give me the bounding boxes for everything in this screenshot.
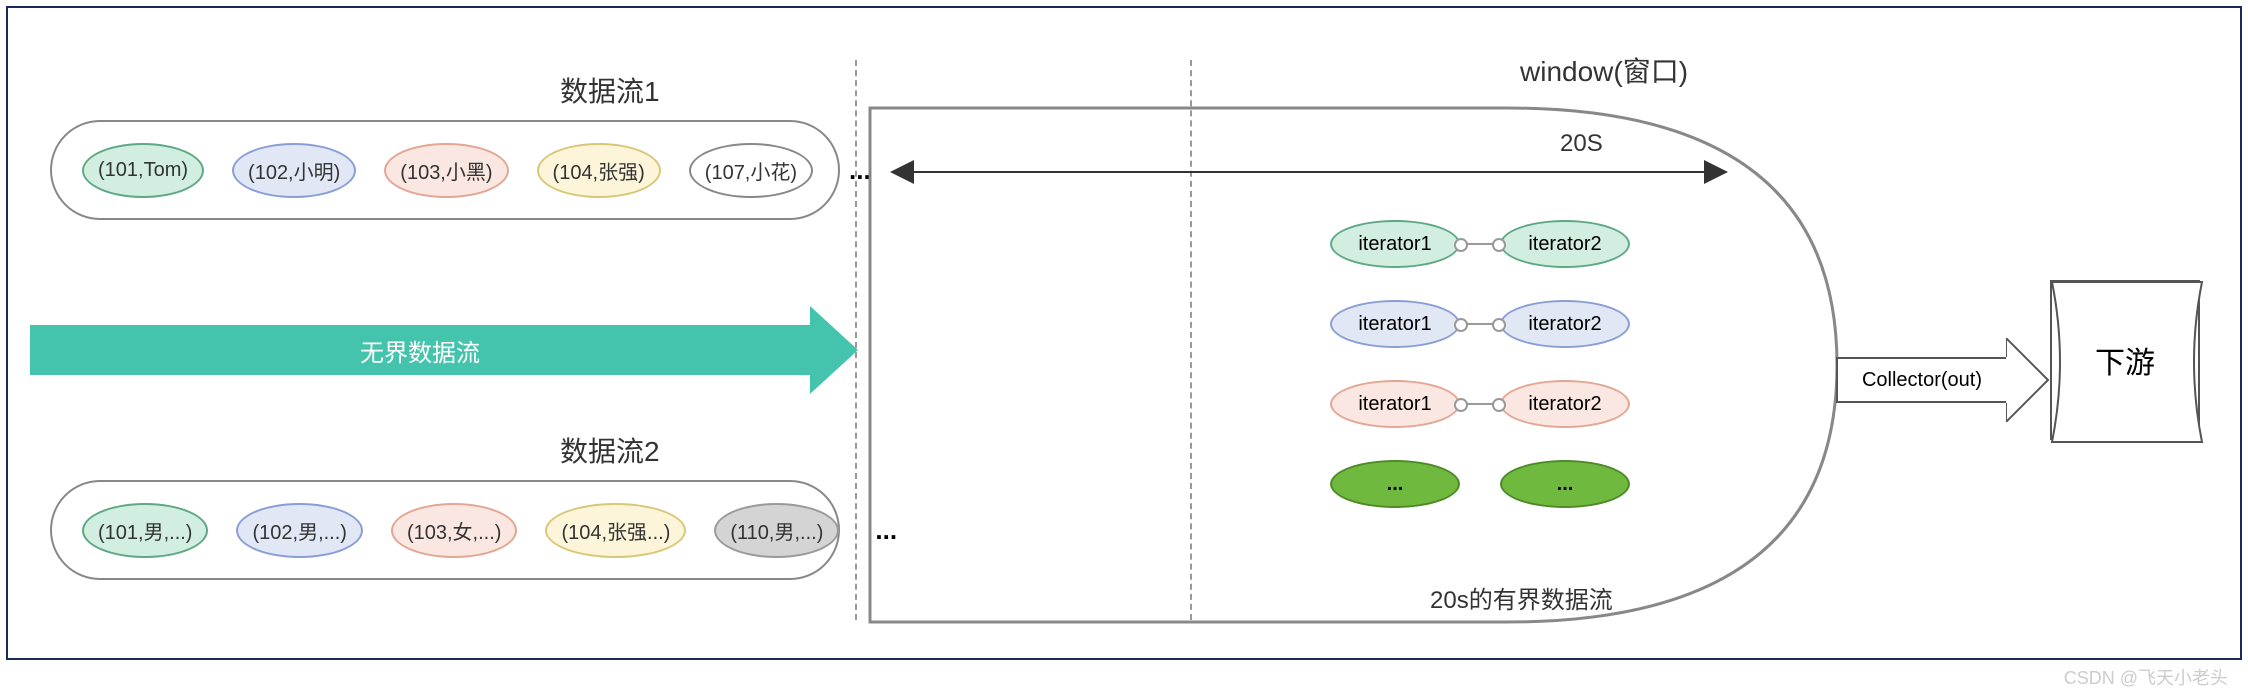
watermark: CSDN @飞天小老头 [2064, 664, 2228, 690]
iterator-row: iterator1 iterator2 [1330, 380, 1630, 428]
stream2-item: (110,男,...) [714, 503, 839, 558]
unbounded-arrow-body: 无界数据流 [30, 325, 810, 375]
unbounded-arrow-head [810, 306, 858, 394]
iterator-left: iterator1 [1330, 380, 1460, 428]
iterator-left: iterator1 [1330, 220, 1460, 268]
iterator-more-right: ... [1500, 460, 1630, 508]
collector-label: Collector(out) [1862, 369, 1982, 392]
stream1-item: (101,Tom) [82, 143, 204, 198]
stream2-title: 数据流2 [560, 430, 660, 470]
stream1-item: (102,小明) [232, 143, 356, 198]
collector-arrow-head-icon [2006, 338, 2050, 422]
arrow-head-right-icon [1704, 160, 1728, 184]
stream2-item: (102,男,...) [236, 503, 362, 558]
duration-arrow-shaft [914, 171, 1704, 173]
stream2-item: (104,张强...) [545, 503, 686, 558]
stream2-box: (101,男,...) (102,男,...) (103,女,...) (104,张强… [50, 480, 840, 580]
iterator-row: iterator1 iterator2 [1330, 300, 1630, 348]
stream2-item: (101,男,...) [82, 503, 208, 558]
iterator-link-icon [1460, 403, 1500, 405]
stream1-item: (104,张强) [537, 143, 661, 198]
stream1-item: (103,小黑) [384, 143, 508, 198]
duration-label: 20S [1560, 130, 1603, 158]
unbounded-arrow: 无界数据流 [30, 306, 858, 394]
collector-arrow-body: Collector(out) [1836, 357, 2006, 403]
duration-arrow [890, 160, 1728, 184]
stream1-title: 数据流1 [560, 70, 660, 110]
iterator-right: iterator2 [1500, 380, 1630, 428]
downstream-box: 下游 [2050, 280, 2200, 440]
iterator-row-more: ...... [1330, 460, 1630, 508]
bounded-label: 20s的有界数据流 [1430, 580, 1613, 615]
stream1-box: (101,Tom) (102,小明) (103,小黑) (104,张强) (107,小花… [50, 120, 840, 220]
iterator-right: iterator2 [1500, 300, 1630, 348]
iterator-link-icon [1460, 323, 1500, 325]
iterator-right: iterator2 [1500, 220, 1630, 268]
arrow-head-left-icon [890, 160, 914, 184]
iterator-link-icon [1460, 243, 1500, 245]
collector-arrow: Collector(out) [1836, 338, 2050, 422]
dashed-guide-left [855, 60, 857, 620]
iterator-more-left: ... [1330, 460, 1460, 508]
unbounded-label: 无界数据流 [360, 333, 480, 368]
stream2-item: (103,女,...) [391, 503, 517, 558]
stream1-item: (107,小花) [689, 143, 813, 198]
window-title: window(窗口) [1520, 50, 1688, 90]
iterator-left: iterator1 [1330, 300, 1460, 348]
downstream-label: 下游 [2095, 338, 2155, 382]
iterator-row: iterator1 iterator2 [1330, 220, 1630, 268]
